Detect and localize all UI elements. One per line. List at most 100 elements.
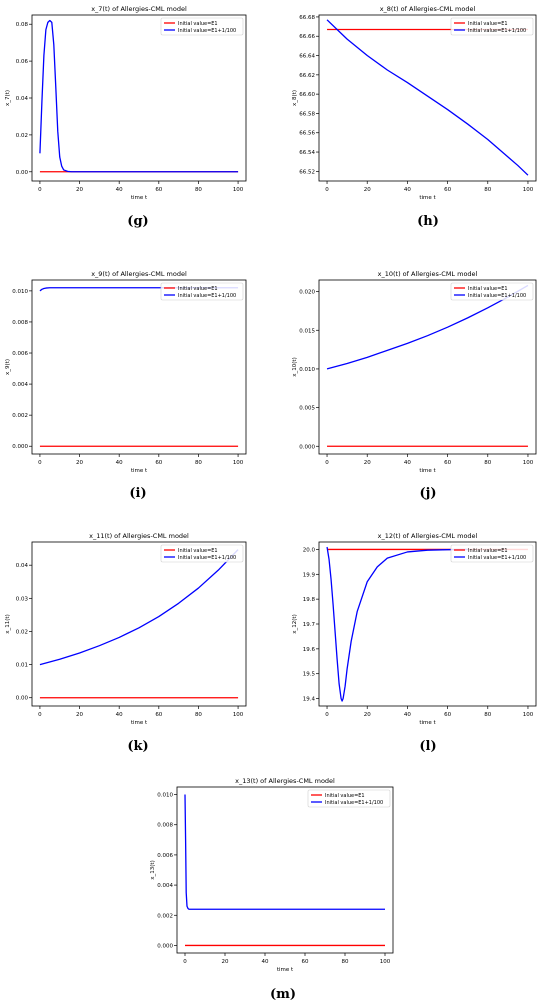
x-tick-label: 100 (233, 187, 244, 193)
chart-panel: 0 20 40 60 80 100 66.52 66.54 66.56 66.58 66.60 66.… (292, 5, 537, 229)
axes-frame (176, 786, 394, 954)
legend-label: Initial value=E1 (468, 548, 508, 554)
x-axis-label: time t (277, 967, 294, 973)
x-tick-label: 20 (76, 460, 83, 466)
x-tick-label: 60 (302, 959, 309, 965)
y-tick-label: 0.015 (299, 328, 315, 334)
x-axis-label: time t (419, 468, 436, 474)
x-axis-label: time t (419, 720, 436, 726)
x-tick-label: 20 (76, 712, 83, 718)
y-tick-label: 19.4 (303, 697, 316, 703)
x-axis-label: time t (419, 195, 436, 201)
y-tick-label: 0.00 (16, 696, 29, 702)
x-tick-label: 40 (262, 959, 269, 965)
x-tick-label: 80 (484, 187, 491, 193)
x-tick-label: 100 (523, 460, 534, 466)
legend-box (307, 789, 391, 808)
y-tick-label: 0.06 (16, 59, 29, 65)
y-tick-label: 0.03 (16, 596, 29, 602)
y-tick-label: 0.005 (299, 406, 315, 412)
panel-caption: (i) (129, 486, 146, 501)
y-tick-label: 66.66 (299, 34, 315, 40)
panel-caption: (l) (419, 739, 436, 754)
x-tick-label: 100 (233, 712, 244, 718)
x-tick-label: 60 (155, 460, 162, 466)
x-tick-label: 0 (38, 712, 42, 718)
x-tick-label: 60 (155, 187, 162, 193)
x-tick-label: 60 (444, 460, 451, 466)
legend-box (450, 544, 534, 563)
x-tick-label: 80 (342, 959, 349, 965)
y-tick-label: 0.010 (12, 289, 28, 295)
chart-panel: 0 20 40 60 80 100 0.000 0.005 0.010 0.015 0.020 x_1… (292, 270, 537, 501)
y-tick-label: 19.9 (303, 572, 316, 578)
y-tick-label: 0.02 (16, 133, 28, 139)
axes-frame (31, 14, 247, 182)
x-tick-label: 0 (325, 460, 329, 466)
legend-box (160, 17, 244, 36)
y-tick-label: 0.08 (16, 22, 29, 28)
y-tick-label: 0.00 (16, 170, 29, 176)
x-axis-label: time t (131, 468, 148, 474)
x-tick-label: 60 (444, 187, 451, 193)
x-tick-label: 40 (116, 712, 123, 718)
x-tick-label: 0 (325, 712, 329, 718)
y-tick-label: 0.006 (157, 853, 173, 859)
panel-caption: (h) (417, 214, 439, 229)
chart-title: x_11(t) of Allergies-CML model (89, 532, 189, 540)
y-axis-label: x_8(t) (292, 90, 298, 106)
x-axis-label: time t (131, 720, 148, 726)
x-tick-label: 0 (325, 187, 329, 193)
x-axis-label: time t (131, 195, 148, 201)
x-tick-label: 0 (38, 460, 42, 466)
y-tick-label: 0.008 (12, 320, 28, 326)
series-line-e1-plus (326, 546, 468, 702)
x-tick-label: 100 (380, 959, 391, 965)
legend-label: Initial value=E1+1/100 (178, 293, 236, 299)
panel-caption: (j) (419, 486, 436, 501)
chart-title: x_12(t) of Allergies-CML model (378, 532, 478, 540)
y-tick-label: 0.000 (12, 444, 28, 450)
y-tick-label: 0.020 (299, 290, 315, 296)
y-tick-label: 19.7 (303, 622, 316, 628)
y-tick-label: 0.002 (12, 413, 28, 419)
y-axis-label: x_11(t) (5, 614, 11, 633)
chart-panel: 0 20 40 60 80 100 0.00 0.01 0.02 0.03 0.04 x_11(t) … (5, 532, 247, 754)
axes-frame (318, 279, 537, 455)
chart-title: x_13(t) of Allergies-CML model (235, 777, 335, 785)
y-axis-label: x_7(t) (5, 90, 11, 106)
y-tick-label: 20.0 (303, 547, 316, 553)
panel-caption: (k) (127, 739, 148, 754)
chart-title: x_7(t) of Allergies-CML model (91, 5, 187, 13)
x-tick-label: 0 (38, 187, 42, 193)
y-tick-label: 66.68 (299, 15, 315, 21)
legend-box (450, 17, 534, 36)
y-axis-label: x_9(t) (5, 359, 11, 375)
y-tick-label: 19.6 (303, 647, 316, 653)
y-tick-label: 0.000 (157, 943, 173, 949)
y-tick-label: 0.000 (299, 444, 315, 450)
y-tick-label: 66.60 (299, 92, 315, 98)
x-tick-label: 80 (195, 712, 202, 718)
y-tick-label: 0.04 (16, 563, 29, 569)
legend-label: Initial value=E1 (468, 21, 508, 27)
legend-box (160, 544, 244, 563)
axes-frame (318, 14, 537, 182)
x-tick-label: 40 (404, 187, 411, 193)
chart-panel: 0 20 40 60 80 100 0.00 0.02 0.04 0.06 0.08 x_7(t) o… (5, 5, 247, 229)
x-tick-label: 60 (155, 712, 162, 718)
y-tick-label: 0.010 (157, 793, 173, 799)
legend-label: Initial value=E1+1/100 (468, 555, 526, 561)
y-tick-label: 19.8 (303, 597, 316, 603)
panel-caption: (g) (127, 214, 148, 229)
x-tick-label: 20 (222, 959, 229, 965)
x-tick-label: 100 (523, 712, 534, 718)
chart-panel: 0 20 40 60 80 100 0.000 0.002 0.004 0.006 0.008 0.0… (5, 270, 247, 501)
chart-panel: 0 20 40 60 80 100 0.000 0.002 0.004 0.006 0.008 0.0… (150, 777, 394, 1002)
